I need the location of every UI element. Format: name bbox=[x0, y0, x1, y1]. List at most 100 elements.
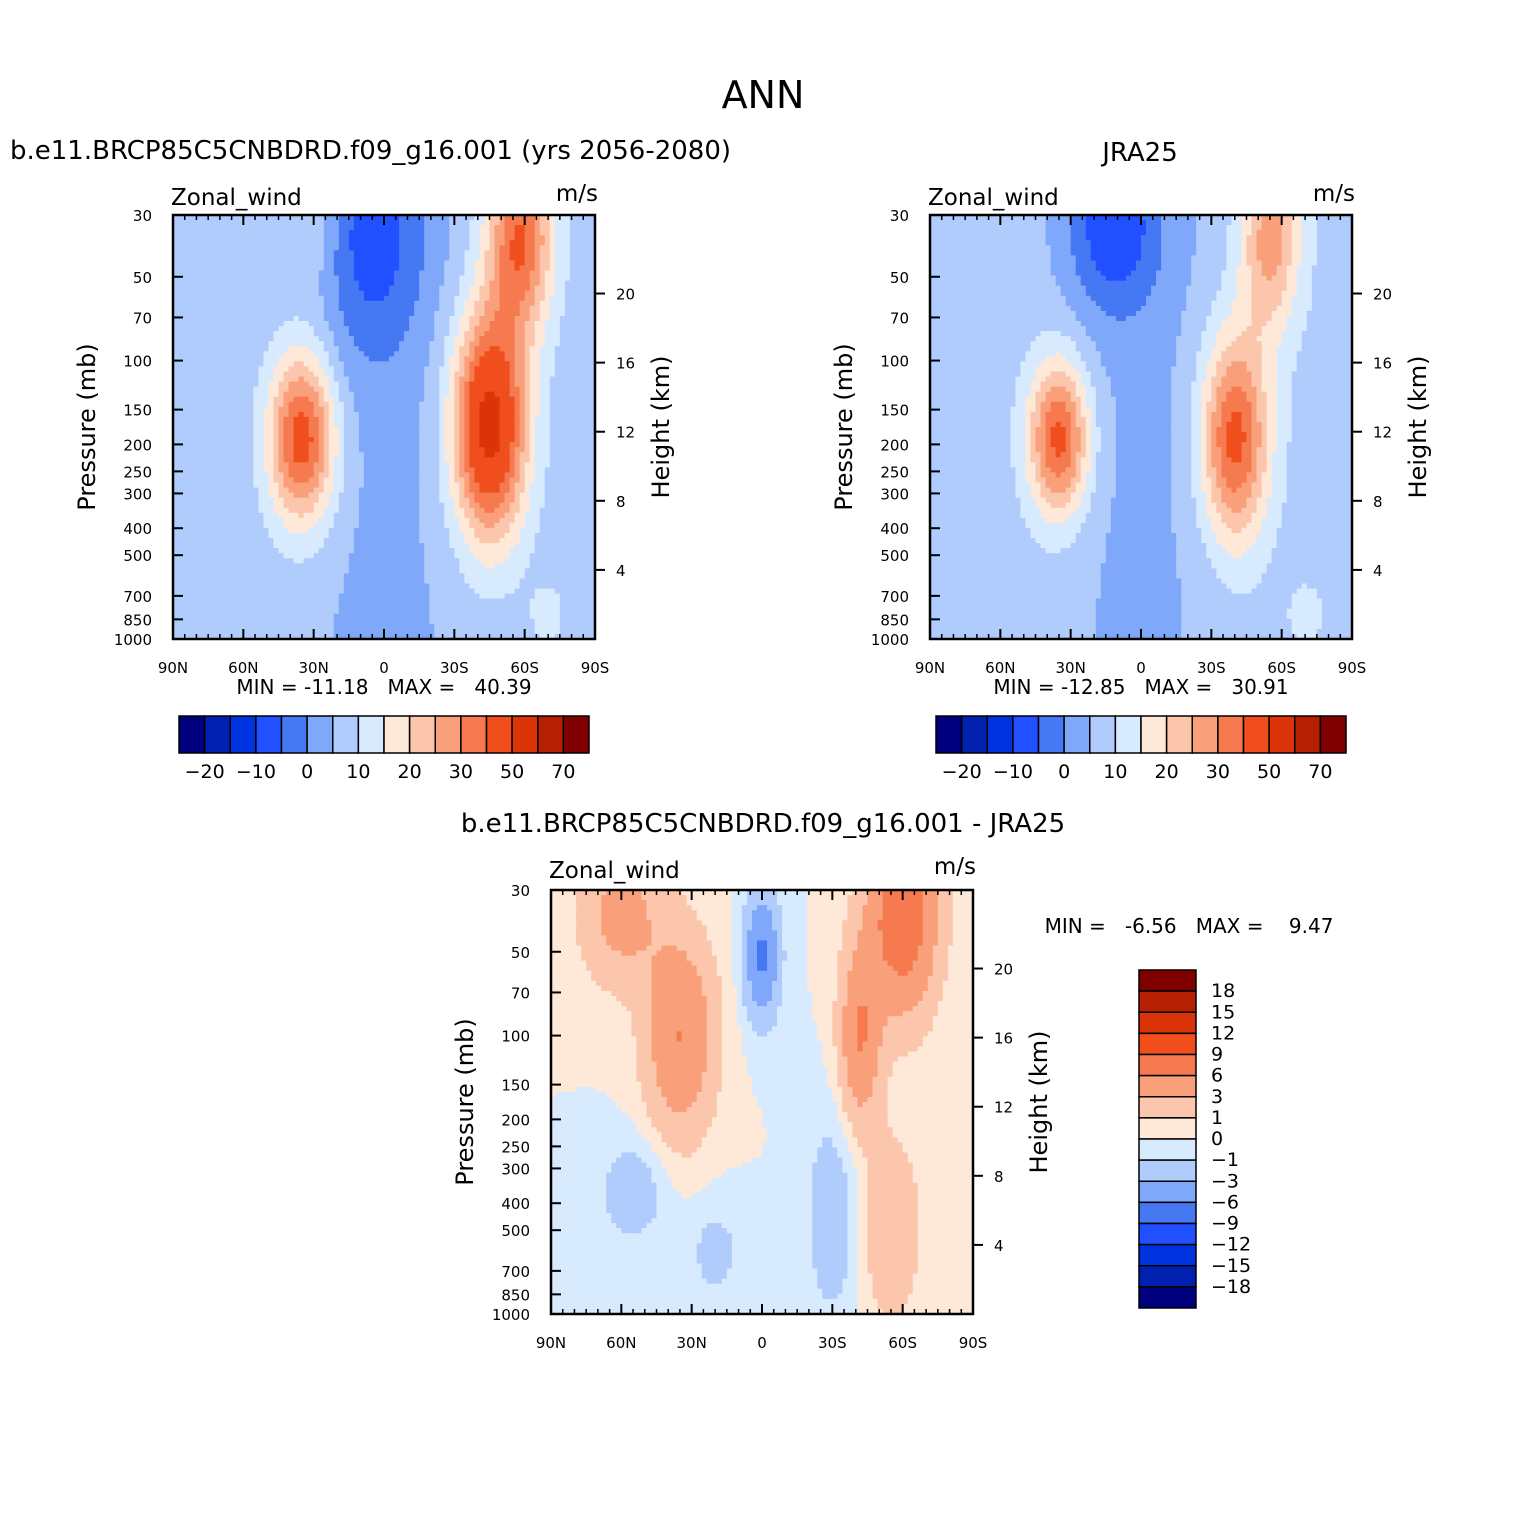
contour-cell bbox=[549, 492, 556, 499]
contour-cell bbox=[494, 477, 501, 484]
contour-cell bbox=[449, 411, 455, 418]
contour-cell bbox=[328, 305, 335, 312]
contour-cell bbox=[338, 361, 345, 368]
contour-cell bbox=[394, 432, 400, 438]
contour-cell bbox=[228, 447, 234, 453]
contour-cell bbox=[574, 381, 581, 388]
contour-cell bbox=[504, 381, 511, 388]
contour-cell bbox=[444, 482, 450, 489]
contour-cell bbox=[429, 472, 435, 479]
contour-cell bbox=[278, 300, 285, 307]
contour-cell bbox=[439, 472, 445, 479]
contour-cell bbox=[378, 220, 385, 226]
contour-cell bbox=[499, 230, 506, 236]
contour-cell bbox=[479, 467, 486, 474]
contour-cell bbox=[258, 215, 265, 221]
contour-cell bbox=[489, 472, 496, 479]
contour-cell bbox=[358, 361, 365, 368]
contour-cell bbox=[308, 396, 315, 403]
contour-cell bbox=[363, 432, 370, 438]
contour-cell bbox=[554, 280, 561, 287]
contour-cell bbox=[449, 472, 455, 479]
contour-cell bbox=[524, 411, 531, 418]
contour-cell bbox=[514, 482, 521, 489]
contour-cell bbox=[243, 245, 249, 251]
contour-cell bbox=[368, 391, 375, 398]
contour-cell bbox=[484, 285, 491, 292]
contour-cell bbox=[323, 391, 330, 398]
contour-cell bbox=[233, 321, 239, 327]
contour-cell bbox=[308, 452, 315, 458]
contour-cell bbox=[328, 220, 335, 226]
contour-cell bbox=[243, 305, 249, 312]
contour-cell bbox=[469, 371, 476, 378]
contour-cell bbox=[183, 300, 189, 307]
contour-cell bbox=[263, 285, 270, 292]
contour-cell bbox=[293, 396, 300, 403]
contour-cell bbox=[248, 270, 254, 277]
contour-cell bbox=[258, 416, 265, 423]
contour-cell bbox=[328, 472, 335, 479]
contour-cell bbox=[223, 351, 229, 357]
contour-cell bbox=[509, 497, 516, 504]
contour-cell bbox=[584, 447, 591, 453]
contour-cell bbox=[459, 482, 465, 489]
contour-cell bbox=[579, 260, 586, 267]
contour-cell bbox=[258, 381, 265, 388]
contour-cell bbox=[464, 502, 470, 509]
contour-cell bbox=[263, 411, 270, 418]
contour-cell bbox=[419, 472, 425, 479]
contour-cell bbox=[459, 361, 465, 368]
contour-cell bbox=[323, 432, 330, 438]
contour-cell bbox=[544, 386, 551, 393]
contour-cell bbox=[569, 467, 576, 474]
contour-cell bbox=[378, 245, 385, 251]
contour-cell bbox=[173, 230, 179, 236]
contour-cell bbox=[308, 507, 315, 514]
contour-cell bbox=[484, 326, 491, 332]
contour-cell bbox=[218, 260, 224, 267]
contour-cell bbox=[233, 331, 239, 337]
contour-cell bbox=[278, 321, 285, 327]
contour-cell bbox=[589, 315, 595, 322]
contour-cell bbox=[173, 361, 179, 368]
contour-cell bbox=[499, 482, 506, 489]
contour-cell bbox=[188, 396, 194, 403]
contour-cell bbox=[569, 215, 576, 221]
contour-cell bbox=[283, 502, 290, 509]
contour-cell bbox=[318, 361, 325, 368]
contour-cell bbox=[363, 427, 370, 433]
contour-cell bbox=[544, 220, 551, 226]
contour-cell bbox=[323, 280, 330, 287]
contour-cell bbox=[188, 255, 194, 262]
contour-cell bbox=[328, 406, 335, 413]
contour-cell bbox=[529, 310, 536, 317]
contour-cell bbox=[569, 310, 576, 317]
contour-cell bbox=[489, 381, 496, 388]
contour-cell bbox=[203, 356, 209, 362]
contour-cell bbox=[278, 285, 285, 292]
contour-cell bbox=[569, 437, 576, 443]
contour-cell bbox=[318, 452, 325, 458]
contour-cell bbox=[263, 371, 270, 378]
contour-cell bbox=[439, 315, 445, 322]
contour-cell bbox=[313, 295, 320, 302]
contour-cell bbox=[198, 305, 204, 312]
contour-cell bbox=[414, 432, 420, 438]
contour-cell bbox=[318, 326, 325, 332]
contour-cell bbox=[323, 270, 330, 277]
contour-cell bbox=[248, 386, 254, 393]
contour-cell bbox=[494, 230, 501, 236]
contour-cell bbox=[228, 457, 234, 463]
contour-cell bbox=[208, 442, 214, 448]
contour-cell bbox=[208, 351, 214, 357]
contour-cell bbox=[353, 341, 360, 347]
contour-cell bbox=[203, 371, 209, 378]
contour-cell bbox=[504, 437, 511, 443]
contour-cell bbox=[328, 381, 335, 388]
contour-cell bbox=[504, 507, 511, 514]
contour-cell bbox=[353, 305, 360, 312]
contour-cell bbox=[343, 462, 350, 468]
contour-cell bbox=[263, 245, 270, 251]
contour-cell bbox=[519, 376, 526, 383]
